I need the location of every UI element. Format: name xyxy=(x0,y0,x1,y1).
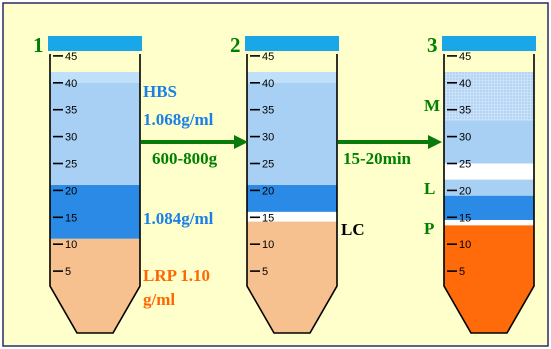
density-1084-label: 1.084g/ml xyxy=(143,209,214,228)
tube-outline xyxy=(49,54,141,334)
lrp-label-line2: g/ml xyxy=(143,290,175,309)
plasma-layer xyxy=(50,72,140,83)
tick-label: 40 xyxy=(459,78,471,90)
tick-label: 25 xyxy=(459,159,471,171)
upper-fraction-layer xyxy=(444,120,534,164)
tick-label: 15 xyxy=(262,212,274,224)
m-label: M xyxy=(424,96,440,115)
tube-cap xyxy=(48,36,142,51)
p-band xyxy=(444,219,534,226)
hbs-layer xyxy=(50,82,140,186)
hbs-label: HBS xyxy=(143,82,177,101)
tick-label: 25 xyxy=(65,159,77,171)
p-label: P xyxy=(424,219,434,238)
hbs-layer xyxy=(247,82,337,186)
tube-fill xyxy=(247,72,337,333)
tick-label: 45 xyxy=(459,51,471,63)
tick-label: 5 xyxy=(459,266,465,278)
lc-band xyxy=(247,211,337,222)
tick-label: 25 xyxy=(262,159,274,171)
tube-3: 45 40 35 30 25 20 15 10 5 xyxy=(442,36,536,334)
tick-label: 20 xyxy=(459,185,471,197)
lrp-label-line1: LRP 1.10 xyxy=(143,266,210,285)
tick-label: 35 xyxy=(65,105,77,117)
tick-label: 30 xyxy=(459,132,471,144)
tick-label: 10 xyxy=(262,239,274,251)
tubes-group: 4540353025201510545403530252015105454035… xyxy=(48,36,536,334)
l-band xyxy=(444,163,534,180)
tick-label: 45 xyxy=(65,51,77,63)
tube-number-3: 3 xyxy=(427,33,438,57)
tick-label: 30 xyxy=(65,132,77,144)
centrifuge-force-label: 600-800g xyxy=(152,149,218,168)
centrifuge-arrow-1 xyxy=(141,135,248,149)
tube-outline xyxy=(246,54,338,334)
tick-label: 5 xyxy=(65,266,71,278)
tube-number-1: 1 xyxy=(33,33,44,57)
tick-label: 5 xyxy=(262,266,268,278)
tube-outline xyxy=(443,54,535,334)
tube-1: 45 40 35 30 25 20 15 10 5 xyxy=(48,36,142,334)
tick-label: 20 xyxy=(65,185,77,197)
density-1084-layer xyxy=(247,185,337,212)
centrifuge-time-label: 15-20min xyxy=(343,149,412,168)
tick-label: 35 xyxy=(459,105,471,117)
lc-label: LC xyxy=(341,220,365,239)
tick-label: 30 xyxy=(262,132,274,144)
tube-2: 45 40 35 30 25 20 15 10 5 xyxy=(245,36,339,334)
tube-fill xyxy=(50,72,140,333)
tick-label: 10 xyxy=(65,239,77,251)
tube-cap xyxy=(245,36,339,51)
tick-label: 15 xyxy=(459,212,471,224)
m-layer xyxy=(444,72,534,121)
tick-label: 20 xyxy=(262,185,274,197)
l-label: L xyxy=(424,179,435,198)
tick-label: 45 xyxy=(262,51,274,63)
hbs-lower-layer xyxy=(444,179,534,196)
centrifuge-arrow-2 xyxy=(338,135,442,149)
tube-fill xyxy=(444,72,534,333)
density-1084-layer xyxy=(444,195,534,220)
tick-label: 35 xyxy=(262,105,274,117)
tube-cap xyxy=(442,36,536,51)
tube-number-2: 2 xyxy=(230,33,241,57)
tick-label: 40 xyxy=(262,78,274,90)
density-1084-layer xyxy=(50,185,140,239)
tick-label: 40 xyxy=(65,78,77,90)
tick-label: 10 xyxy=(459,239,471,251)
plasma-layer xyxy=(247,72,337,83)
hbs-density-label: 1.068g/ml xyxy=(143,110,214,129)
tick-label: 15 xyxy=(65,212,77,224)
